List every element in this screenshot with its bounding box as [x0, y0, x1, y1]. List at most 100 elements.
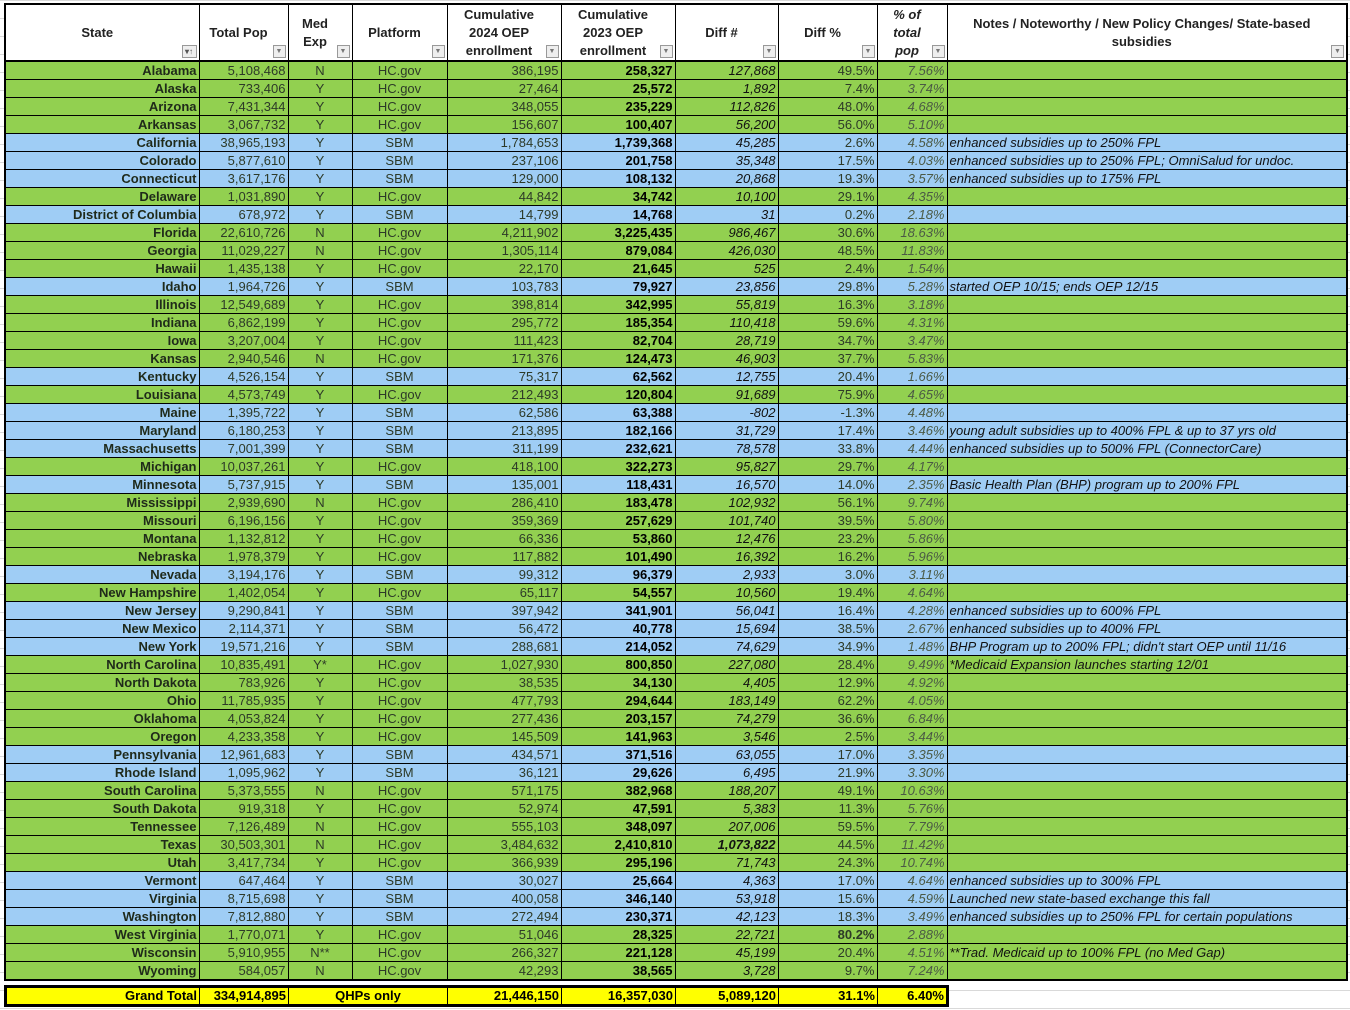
diff-number-cell[interactable]: 207,006: [674, 817, 779, 836]
med-exp-cell[interactable]: Y: [287, 79, 353, 98]
med-exp-cell[interactable]: Y: [287, 691, 353, 710]
state-cell[interactable]: Florida: [4, 223, 200, 242]
diff-percent-cell[interactable]: 9.7%: [777, 961, 878, 981]
filter-dropdown-icon[interactable]: ▼: [1331, 45, 1344, 58]
enrollment-2024-cell[interactable]: 129,000: [446, 169, 562, 188]
diff-percent-cell[interactable]: 34.9%: [777, 637, 878, 656]
diff-number-cell[interactable]: 4,363: [674, 871, 779, 890]
diff-percent-cell[interactable]: 34.7%: [777, 331, 878, 350]
notes-cell[interactable]: [946, 205, 1348, 224]
total-pop-cell[interactable]: 1,095,962: [198, 763, 289, 782]
enrollment-2023-cell[interactable]: 53,860: [560, 529, 676, 548]
diff-number-cell[interactable]: 12,755: [674, 367, 779, 386]
platform-cell[interactable]: SBM: [351, 367, 448, 386]
platform-cell[interactable]: HC.gov: [351, 223, 448, 242]
diff-percent-cell[interactable]: 0.2%: [777, 205, 878, 224]
enrollment-2023-cell[interactable]: 295,196: [560, 853, 676, 872]
state-cell[interactable]: Nebraska: [4, 547, 200, 566]
total-pop-cell[interactable]: 1,770,071: [198, 925, 289, 944]
state-cell[interactable]: Kansas: [4, 349, 200, 368]
pct-total-pop-cell[interactable]: 2.88%: [876, 925, 948, 944]
state-cell[interactable]: Vermont: [4, 871, 200, 890]
platform-cell[interactable]: HC.gov: [351, 385, 448, 404]
enrollment-2023-cell[interactable]: 124,473: [560, 349, 676, 368]
state-cell[interactable]: Oklahoma: [4, 709, 200, 728]
diff-number-cell[interactable]: 35,348: [674, 151, 779, 170]
platform-cell[interactable]: SBM: [351, 601, 448, 620]
pct-total-pop-cell[interactable]: 18.63%: [876, 223, 948, 242]
state-cell[interactable]: Alaska: [4, 79, 200, 98]
med-exp-cell[interactable]: Y*: [287, 655, 353, 674]
med-exp-cell[interactable]: Y: [287, 727, 353, 746]
notes-cell[interactable]: enhanced subsidies up to 250% FPL; OmniS…: [946, 151, 1348, 170]
med-exp-cell[interactable]: Y: [287, 745, 353, 764]
filter-dropdown-icon[interactable]: ▼: [659, 45, 673, 58]
state-cell[interactable]: Virginia: [4, 889, 200, 908]
med-exp-cell[interactable]: Y: [287, 385, 353, 404]
diff-percent-cell[interactable]: 17.0%: [777, 745, 878, 764]
state-cell[interactable]: Colorado: [4, 151, 200, 170]
enrollment-2023-cell[interactable]: 348,097: [560, 817, 676, 836]
enrollment-2024-cell[interactable]: 44,842: [446, 187, 562, 206]
pct-total-pop-cell[interactable]: 3.35%: [876, 745, 948, 764]
filter-dropdown-icon[interactable]: ▼: [545, 45, 559, 58]
diff-percent-cell[interactable]: 17.4%: [777, 421, 878, 440]
enrollment-2023-cell[interactable]: 100,407: [560, 115, 676, 134]
total-pop-cell[interactable]: 11,785,935: [198, 691, 289, 710]
enrollment-2023-cell[interactable]: 63,388: [560, 403, 676, 422]
diff-number-cell[interactable]: 22,721: [674, 925, 779, 944]
total-pop-cell[interactable]: 1,964,726: [198, 277, 289, 296]
total-pop-cell[interactable]: 38,965,193: [198, 133, 289, 152]
enrollment-2023-cell[interactable]: 182,166: [560, 421, 676, 440]
enrollment-2023-cell[interactable]: 203,157: [560, 709, 676, 728]
state-cell[interactable]: Alabama: [4, 60, 200, 80]
notes-cell[interactable]: young adult subsidies up to 400% FPL & u…: [946, 421, 1348, 440]
enrollment-2024-cell[interactable]: 366,939: [446, 853, 562, 872]
notes-cell[interactable]: enhanced subsidies up to 300% FPL: [946, 871, 1348, 890]
diff-number-cell[interactable]: 101,740: [674, 511, 779, 530]
notes-cell[interactable]: [946, 349, 1348, 368]
diff-number-cell[interactable]: -802: [674, 403, 779, 422]
header-diff-number[interactable]: Diff # ▼: [674, 3, 779, 62]
enrollment-2023-cell[interactable]: 34,130: [560, 673, 676, 692]
enrollment-2023-cell[interactable]: 96,379: [560, 565, 676, 584]
pct-total-pop-cell[interactable]: 4.92%: [876, 673, 948, 692]
platform-cell[interactable]: SBM: [351, 205, 448, 224]
diff-number-cell[interactable]: 16,570: [674, 475, 779, 494]
diff-percent-cell[interactable]: 17.0%: [777, 871, 878, 890]
platform-cell[interactable]: HC.gov: [351, 835, 448, 854]
platform-cell[interactable]: SBM: [351, 421, 448, 440]
pct-total-pop-cell[interactable]: 5.83%: [876, 349, 948, 368]
pct-total-pop-cell[interactable]: 3.74%: [876, 79, 948, 98]
med-exp-cell[interactable]: Y: [287, 421, 353, 440]
enrollment-2024-cell[interactable]: 434,571: [446, 745, 562, 764]
total-pop-cell[interactable]: 6,196,156: [198, 511, 289, 530]
med-exp-cell[interactable]: Y: [287, 151, 353, 170]
notes-cell[interactable]: [946, 187, 1348, 206]
diff-percent-cell[interactable]: 7.4%: [777, 79, 878, 98]
total-pop-cell[interactable]: 5,108,468: [198, 60, 289, 80]
med-exp-cell[interactable]: N: [287, 349, 353, 368]
platform-cell[interactable]: SBM: [351, 619, 448, 638]
notes-cell[interactable]: [946, 673, 1348, 692]
pct-total-pop-cell[interactable]: 5.86%: [876, 529, 948, 548]
enrollment-2024-cell[interactable]: 266,327: [446, 943, 562, 962]
total-pop-cell[interactable]: 1,031,890: [198, 187, 289, 206]
state-cell[interactable]: Maine: [4, 403, 200, 422]
pct-total-pop-cell[interactable]: 3.46%: [876, 421, 948, 440]
platform-cell[interactable]: HC.gov: [351, 691, 448, 710]
header-pct-total-pop[interactable]: % of total pop ▼: [876, 3, 948, 62]
diff-number-cell[interactable]: 74,629: [674, 637, 779, 656]
state-cell[interactable]: Ohio: [4, 691, 200, 710]
med-exp-cell[interactable]: N: [287, 493, 353, 512]
med-exp-cell[interactable]: Y: [287, 115, 353, 134]
med-exp-cell[interactable]: Y: [287, 331, 353, 350]
pct-total-pop-cell[interactable]: 10.63%: [876, 781, 948, 800]
diff-number-cell[interactable]: 56,200: [674, 115, 779, 134]
med-exp-cell[interactable]: N: [287, 961, 353, 981]
filter-dropdown-icon[interactable]: ▼: [762, 45, 776, 58]
enrollment-2024-cell[interactable]: 1,305,114: [446, 241, 562, 260]
med-exp-cell[interactable]: N: [287, 223, 353, 242]
notes-cell[interactable]: **Trad. Medicaid up to 100% FPL (no Med …: [946, 943, 1348, 962]
enrollment-2023-cell[interactable]: 38,565: [560, 961, 676, 981]
